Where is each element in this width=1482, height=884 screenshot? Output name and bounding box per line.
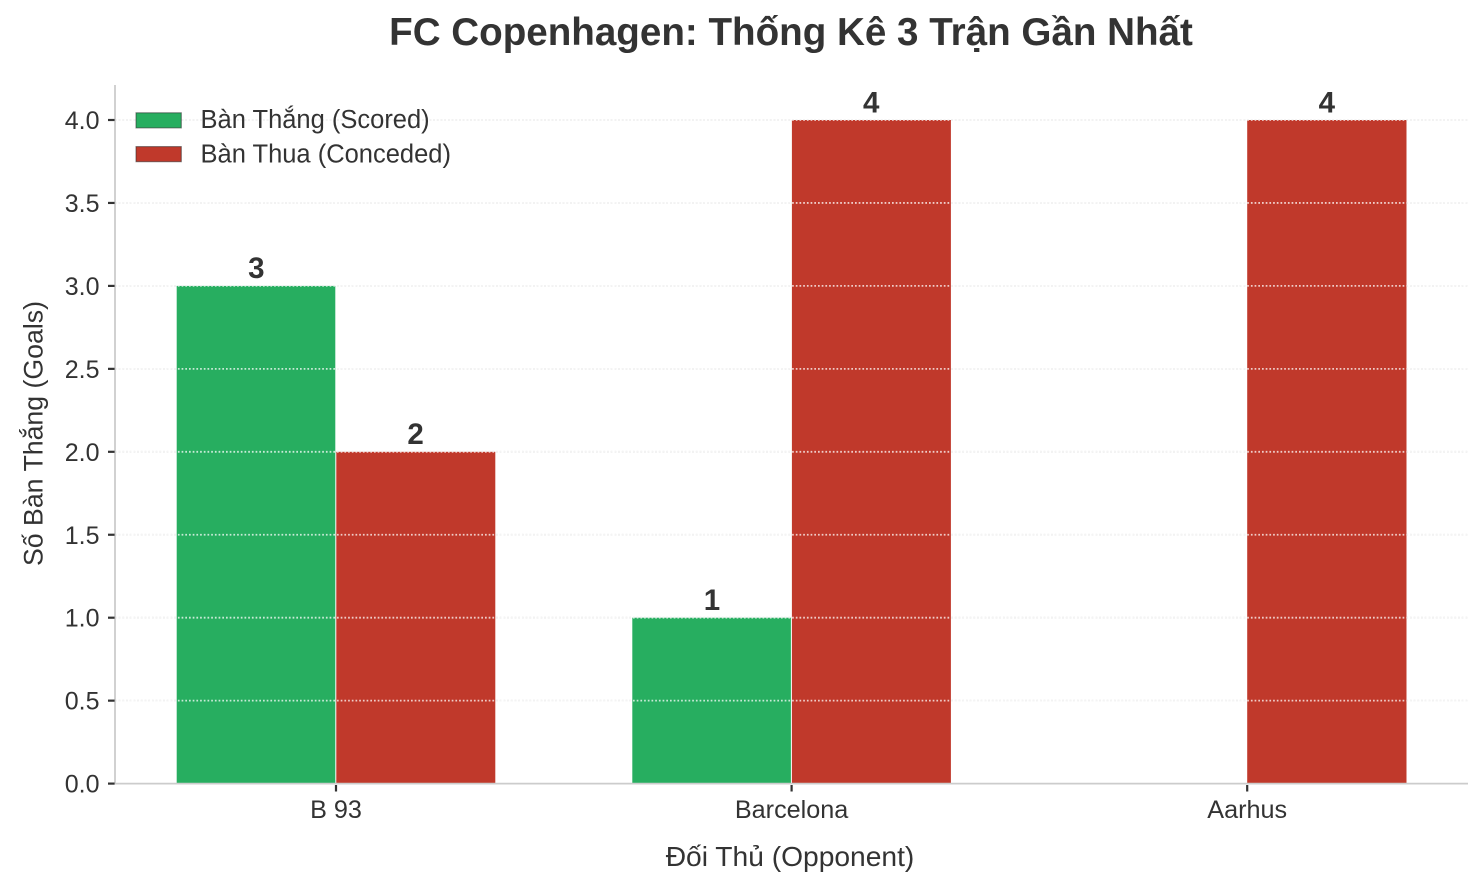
svg-text:Bàn Thua (Conceded): Bàn Thua (Conceded) xyxy=(201,140,451,168)
svg-text:2.5: 2.5 xyxy=(65,356,100,384)
svg-text:0.5: 0.5 xyxy=(65,688,100,716)
svg-text:Barcelona: Barcelona xyxy=(735,796,849,824)
svg-text:FC Copenhagen: Thống Kê 3 Trận: FC Copenhagen: Thống Kê 3 Trận Gần Nhất xyxy=(389,11,1193,54)
svg-text:B 93: B 93 xyxy=(310,796,362,824)
svg-text:Aarhus: Aarhus xyxy=(1207,796,1287,824)
svg-text:3.5: 3.5 xyxy=(65,190,100,218)
svg-text:1.0: 1.0 xyxy=(65,605,100,633)
svg-text:2: 2 xyxy=(407,418,423,451)
svg-text:4: 4 xyxy=(1319,86,1336,119)
svg-text:2.0: 2.0 xyxy=(65,439,100,467)
svg-text:Số Bàn Thắng (Goals): Số Bàn Thắng (Goals) xyxy=(19,301,49,566)
svg-text:Bàn Thắng (Scored): Bàn Thắng (Scored) xyxy=(201,105,430,134)
svg-text:4.0: 4.0 xyxy=(65,107,100,135)
svg-text:3.0: 3.0 xyxy=(65,273,100,301)
svg-text:Đối Thủ (Opponent): Đối Thủ (Opponent) xyxy=(666,840,915,872)
svg-text:0.0: 0.0 xyxy=(65,771,100,799)
svg-text:4: 4 xyxy=(863,86,880,119)
svg-text:1: 1 xyxy=(704,584,720,617)
svg-text:3: 3 xyxy=(248,252,264,285)
svg-text:1.5: 1.5 xyxy=(65,522,100,550)
